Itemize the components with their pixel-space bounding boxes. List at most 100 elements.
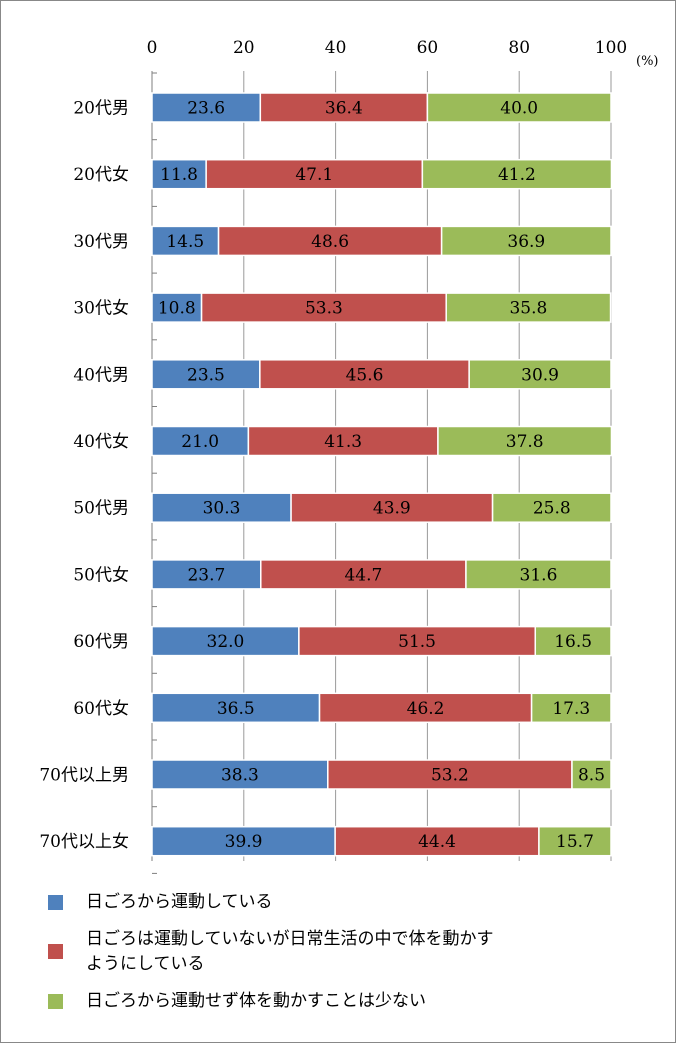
data-label: 51.5 [398,632,436,652]
category-label: 50代男 [73,499,129,519]
category-label: 50代女 [73,565,129,585]
data-label: 39.9 [225,832,263,852]
axis-layer: 0 20 40 60 80 100 20代男 20代女 30代男 30代女 40代男 40代女 50代男… [39,38,627,874]
legend-swatch [48,994,63,1009]
bar-segment-series-2 [205,158,424,190]
data-label: 11.8 [160,165,198,185]
bar-segment-series-1 [151,759,329,790]
x-tick-label: 100 [595,38,627,58]
data-label: 44.4 [418,832,456,852]
bar-segment-series-3 [421,158,613,190]
bar-segment-series-2 [259,92,429,123]
bar-segment-series-2 [217,225,443,257]
bar-segment-series-2 [259,359,470,390]
bar-segment-series-3 [426,92,612,123]
category-label: 60代女 [73,699,129,719]
data-label: 45.6 [346,365,384,385]
data-label: 36.5 [217,699,255,719]
bar-segment-series-3 [534,625,612,657]
bar-segment-series-1 [151,559,262,590]
data-label: 53.2 [431,766,469,786]
data-label: 23.6 [187,99,225,119]
category-label: 20代男 [73,99,129,119]
bar-segment-series-3 [571,759,612,790]
data-label: 40.0 [500,99,538,119]
data-label: 23.7 [187,565,225,585]
category-label: 70代以上男 [39,766,129,786]
bar-segment-series-3 [530,692,612,724]
category-label: 60代男 [73,632,129,652]
bar-layer [151,92,613,857]
grid-layer [151,71,612,861]
bar-segment-series-1 [151,825,336,857]
category-label: 30代女 [73,299,129,319]
label-layer: 23.6 36.4 40.0 11.8 47.1 41.2 14.5 48.6 36.9 10.8… [158,99,605,853]
bar-segment-series-2 [318,692,533,724]
data-label: 37.8 [506,432,544,452]
data-label: 10.8 [158,299,196,319]
data-label: 53.3 [305,299,343,319]
legend-swatch [48,895,63,910]
legend-item: 日ごろから運動している [46,890,646,915]
data-label: 31.6 [520,565,558,585]
bar-segment-series-2 [327,759,573,790]
category-label: 40代女 [73,432,129,452]
bar-segment-series-3 [440,225,612,257]
bar-segment-series-2 [247,425,439,457]
data-label: 36.4 [325,99,363,119]
bar-segment-series-3 [465,559,612,590]
data-label: 21.0 [181,432,219,452]
data-label: 41.2 [498,165,536,185]
data-label: 23.5 [187,365,225,385]
legend-label: 日ごろは運動していないが日常生活の中で体を動かす [86,929,494,949]
bar-segment-series-1 [151,292,203,323]
data-label: 46.2 [407,699,445,719]
x-tick-label: 40 [325,38,347,58]
x-axis-unit: (%) [636,54,659,69]
x-tick-label: 20 [233,38,255,58]
bar-segment-series-1 [151,359,261,390]
bar-segment-series-2 [298,625,537,657]
data-label: 47.1 [295,165,333,185]
bar-segment-series-3 [468,359,612,390]
legend-item: 日ごろから運動せず体を動かすことは少ない [46,989,646,1014]
legend: 日ごろから運動している日ごろは運動していないが日常生活の中で体を動かす ようにして… [46,890,646,1022]
data-label: 35.8 [509,299,547,319]
data-label: 25.8 [533,499,571,519]
legend-label: 日ごろから運動せず体を動かすことは少ない [86,991,426,1011]
bar-segment-series-2 [334,825,540,857]
data-label: 38.3 [221,766,259,786]
bar-segment-series-2 [290,492,494,523]
category-label: 40代男 [73,365,129,385]
data-label: 32.0 [207,632,245,652]
legend-swatch [48,944,63,959]
x-tick-label: 60 [417,38,439,58]
category-label: 20代女 [73,165,129,185]
x-tick-label: 80 [508,38,530,58]
bar-segment-series-1 [151,692,321,724]
data-label: 8.5 [578,766,605,786]
data-label: 43.9 [373,499,411,519]
legend-item: 日ごろは運動していないが日常生活の中で体を動かす ようにしている [46,927,646,977]
data-label: 16.5 [554,632,592,652]
legend-label: 日ごろから運動している [86,892,273,912]
data-label: 30.3 [203,499,241,519]
data-label: 36.9 [507,232,545,252]
data-label: 15.7 [556,832,594,852]
data-label: 30.9 [521,365,559,385]
bar-segment-series-2 [260,559,467,590]
bar-segment-series-1 [151,225,220,257]
data-label: 48.6 [311,232,349,252]
bar-segment-series-3 [491,492,612,523]
bar-segment-series-3 [445,292,612,323]
category-label: 30代男 [73,232,129,252]
data-label: 44.7 [344,565,382,585]
bar-segment-series-3 [437,425,613,457]
data-label: 17.3 [552,699,590,719]
bar-segment-series-1 [151,158,207,190]
data-label: 41.3 [324,432,362,452]
bar-segment-series-2 [200,292,447,323]
x-tick-label: 0 [147,38,158,58]
bar-segment-series-3 [538,825,612,857]
